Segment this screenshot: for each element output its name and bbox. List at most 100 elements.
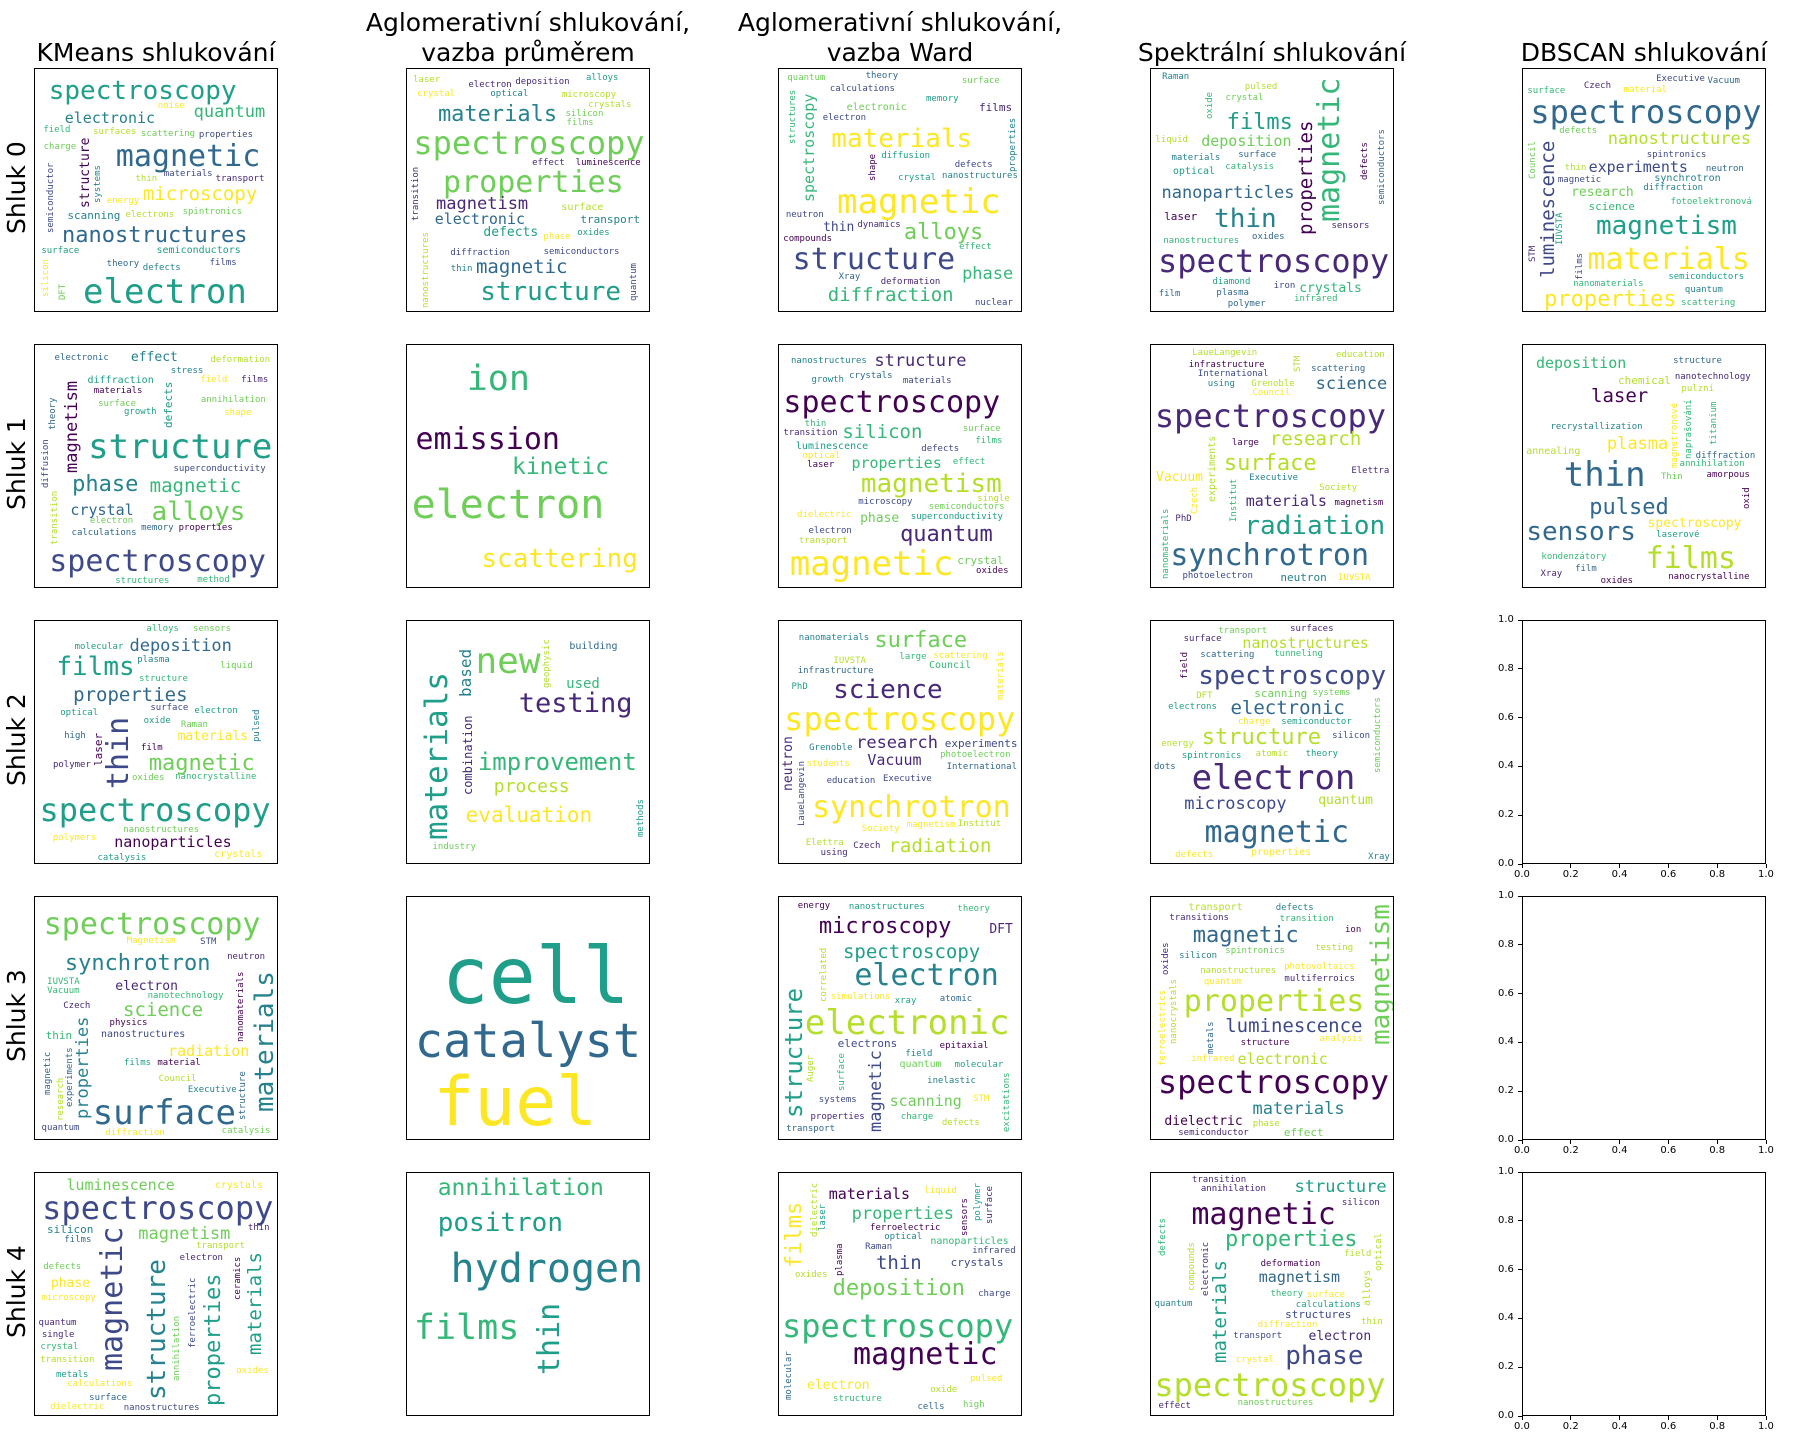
wordcloud-word: spectroscopy <box>42 1189 274 1228</box>
wordcloud-word: catalysis <box>221 1126 271 1137</box>
wordcloud-word: defects <box>1158 1218 1169 1257</box>
wordcloud-word: structure <box>833 1394 882 1405</box>
wordcloud-word: magnetic <box>43 1051 54 1096</box>
y-tick-mark <box>1518 717 1522 719</box>
wordcloud-word: defects <box>161 381 175 428</box>
wordcloud-word: structure <box>139 674 188 685</box>
wordcloud-word: structure <box>1673 356 1722 367</box>
wordcloud-word: Elettra <box>1351 465 1390 476</box>
y-tick-mark <box>1518 1317 1522 1319</box>
wordcloud-panel: spectroscopy magnetic phase properties mater… <box>1150 1172 1394 1416</box>
wordcloud-word: using <box>1207 378 1235 389</box>
wordcloud-word: surface <box>836 1053 847 1092</box>
wordcloud-panel: spectroscopy materials magnetism properties… <box>1522 68 1766 312</box>
wordcloud-word: electron <box>411 482 605 529</box>
wordcloud-word: films <box>123 1057 152 1068</box>
wordcloud-word: electronic <box>1230 696 1345 719</box>
wordcloud-word: microscopy <box>1184 794 1287 815</box>
y-tick-mark <box>1518 993 1522 995</box>
wordcloud-word: nanostructures <box>1163 235 1240 246</box>
wordcloud-word: annihilation <box>437 1174 604 1201</box>
wordcloud-word: experiments <box>1588 158 1688 177</box>
x-tick-mark <box>1619 1140 1621 1144</box>
wordcloud-word: dielectric <box>809 1182 820 1238</box>
wordcloud-word: IUVSTA <box>47 977 80 988</box>
y-tick-mark <box>1518 944 1522 946</box>
x-tick-mark <box>1716 1416 1718 1420</box>
wordcloud-word: surfaces <box>1290 623 1334 634</box>
wordcloud-word: materials <box>1209 1260 1232 1364</box>
wordcloud-word: charge <box>43 141 77 152</box>
wordcloud-word: surface <box>1307 1289 1346 1300</box>
wordcloud-word: phase <box>72 471 139 497</box>
y-tick-mark <box>1518 765 1522 767</box>
wordcloud-word: materials <box>996 651 1007 700</box>
wordcloud-word: films <box>56 652 135 683</box>
wordcloud-word: spectroscopy <box>782 1307 1014 1346</box>
wordcloud-word: atomic <box>1255 748 1289 759</box>
wordcloud-word: laserové <box>1656 529 1700 540</box>
wordcloud-word: large <box>899 651 927 662</box>
wordcloud-word: materials <box>831 124 973 155</box>
wordcloud-word: IUVSTA <box>1338 573 1371 584</box>
wordcloud-word: using <box>820 847 848 858</box>
wordcloud-word: theory <box>1305 748 1339 759</box>
wordcloud-word: spectroscopy <box>43 906 261 942</box>
wordcloud-word: IUVSTA <box>833 655 866 666</box>
x-tick-label: 0.2 <box>1562 869 1579 880</box>
wordcloud-word: Vacuum <box>1707 76 1740 87</box>
wordcloud-word: films <box>413 1308 520 1349</box>
wordcloud-word: nanomaterials <box>1573 279 1644 290</box>
wordcloud-word: spectroscopy <box>784 700 1016 739</box>
empty-axes <box>1522 1172 1766 1416</box>
wordcloud-word: compounds <box>1186 1242 1197 1292</box>
wordcloud-word: neutron <box>1705 163 1744 174</box>
wordcloud-word: nanocrystalline <box>1668 572 1750 583</box>
wordcloud-word: research <box>1571 185 1634 201</box>
wordcloud-word: alloys <box>146 624 179 634</box>
wordcloud-word: dielectric <box>50 1401 105 1412</box>
wordcloud-word: metals <box>1205 1021 1216 1055</box>
wordcloud-word: Vacuum <box>1156 469 1203 485</box>
wordcloud-word: polymers <box>52 832 97 843</box>
wordcloud-word: electron <box>468 80 512 91</box>
wordcloud-word: quantum <box>193 102 266 123</box>
wordcloud-word: pulsed <box>1589 494 1669 520</box>
wordcloud-word: theory <box>957 904 990 915</box>
wordcloud-word: thin <box>135 173 158 184</box>
wordcloud-word: materials <box>902 375 952 386</box>
wordcloud-word: STM <box>1293 355 1304 372</box>
x-tick-mark <box>1570 1416 1572 1420</box>
wordcloud-word: field <box>1344 1249 1372 1260</box>
wordcloud-word: magnetic <box>94 1226 130 1372</box>
wordcloud-word: calculations <box>1295 1299 1361 1310</box>
wordcloud-word: surface <box>985 1186 996 1225</box>
wordcloud-word: Council <box>158 1074 197 1085</box>
wordcloud-word: electron <box>807 1377 870 1393</box>
wordcloud-word: film <box>1158 288 1181 299</box>
x-tick-label: 1.0 <box>1758 1421 1774 1432</box>
wordcloud-word: luminescence <box>1225 1015 1363 1038</box>
wordcloud-panel: spectroscopy synchrotron radiation surface r… <box>1150 344 1394 588</box>
wordcloud-word: oxides <box>976 565 1009 576</box>
wordcloud-word: annihilation <box>1200 1184 1266 1195</box>
wordcloud-panel: magnetic spectroscopy magnetism quantum sili… <box>778 344 1022 588</box>
wordcloud-word: deposition <box>1535 354 1627 373</box>
wordcloud-word: photoelectron <box>1182 570 1253 581</box>
y-tick-label: 0.6 <box>1498 1263 1514 1275</box>
wordcloud-word: spintronics <box>182 207 243 218</box>
wordcloud-word: material <box>1623 84 1667 95</box>
y-tick-mark <box>1518 1220 1522 1222</box>
wordcloud-word: materials <box>1171 152 1221 163</box>
y-tick-mark <box>1518 895 1522 897</box>
wordcloud-word: Czech <box>853 840 881 851</box>
wordcloud-word: thin <box>1564 162 1587 173</box>
wordcloud-word: Czech <box>1583 80 1611 91</box>
empty-axes <box>1522 896 1766 1140</box>
wordcloud-word: oxides <box>1252 231 1285 242</box>
wordcloud-word: structures <box>1285 1307 1352 1321</box>
wordcloud-word: deposition <box>1201 131 1292 150</box>
wordcloud-word: semiconductors <box>156 244 241 256</box>
wordcloud-word: magnetic <box>1192 923 1299 949</box>
wordcloud-word: ferroelectric <box>187 1277 198 1348</box>
